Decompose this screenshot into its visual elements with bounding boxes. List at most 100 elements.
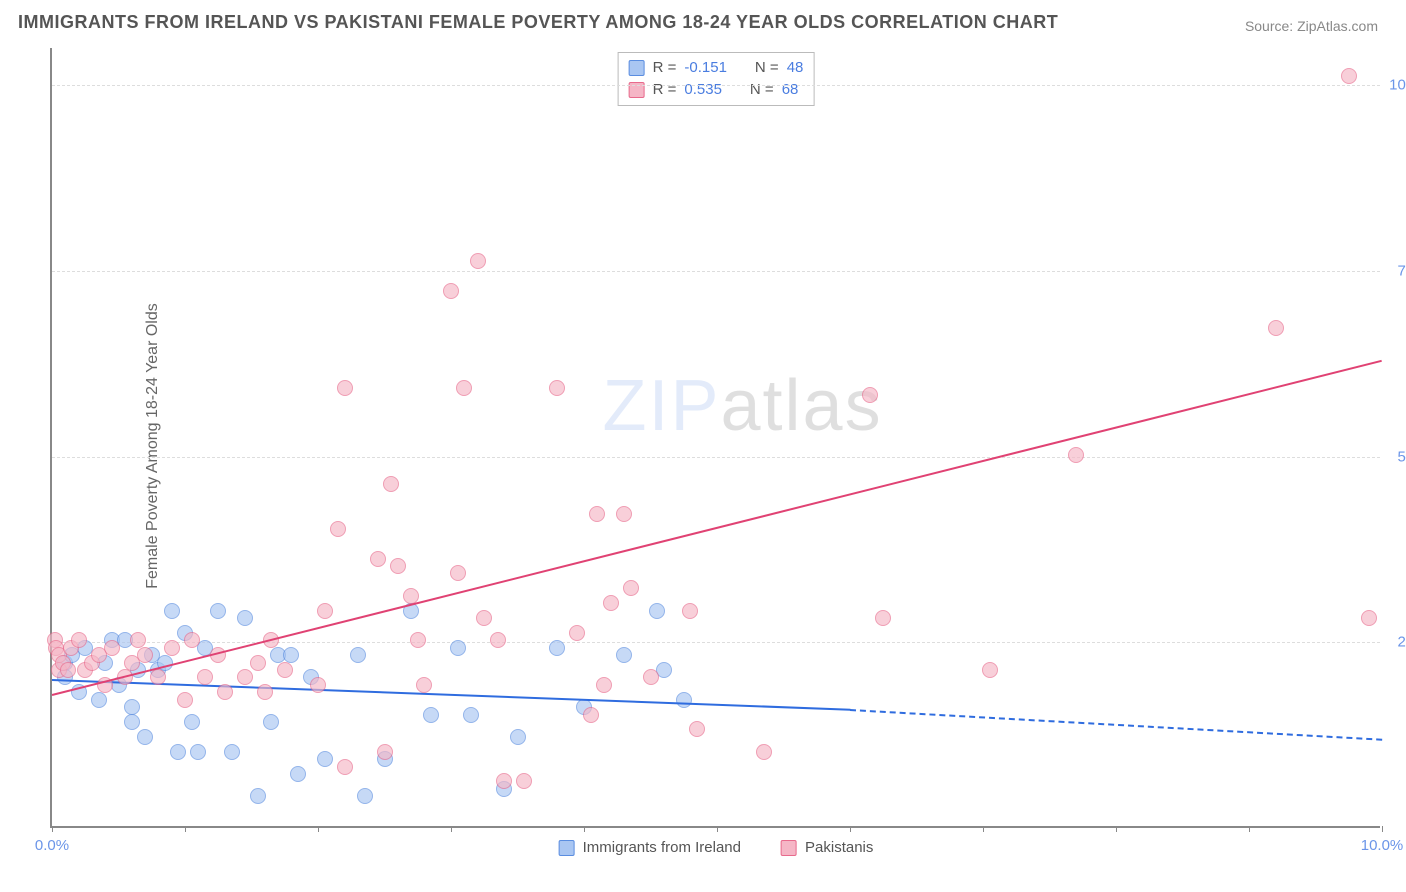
x-tick [451,826,452,832]
chart-title: IMMIGRANTS FROM IRELAND VS PAKISTANI FEM… [18,12,1058,33]
y-tick-label: 100.0% [1385,77,1406,94]
scatter-point [569,625,585,641]
scatter-point [549,640,565,656]
scatter-point [283,647,299,663]
scatter-point [682,603,698,619]
trend-line-dashed [850,709,1382,741]
y-tick-label: 50.0% [1385,448,1406,465]
chart-source: Source: ZipAtlas.com [1245,18,1378,34]
scatter-point [516,773,532,789]
x-tick [318,826,319,832]
legend-item: Immigrants from Ireland [559,839,741,856]
gridline-h [52,271,1380,272]
scatter-point [60,662,76,678]
scatter-point [150,669,166,685]
scatter-point [416,677,432,693]
scatter-point [184,632,200,648]
scatter-point [1068,447,1084,463]
scatter-point [217,684,233,700]
chart-container: IMMIGRANTS FROM IRELAND VS PAKISTANI FEM… [0,0,1406,892]
y-tick-label: 25.0% [1385,634,1406,651]
legend-swatch-pink [781,840,797,856]
legend-n-label: N = [750,79,774,101]
legend-item: Pakistanis [781,839,873,856]
scatter-point [250,788,266,804]
scatter-point [510,729,526,745]
legend-stats-row: R = -0.151 N = 48 [629,57,804,79]
scatter-point [91,692,107,708]
legend-r-label: R = [653,79,677,101]
scatter-point [350,647,366,663]
scatter-point [210,603,226,619]
legend-label: Immigrants from Ireland [583,839,741,856]
scatter-point [124,699,140,715]
scatter-point [496,773,512,789]
scatter-point [170,744,186,760]
legend-r-value: 0.535 [684,79,722,101]
scatter-point [982,662,998,678]
scatter-point [616,506,632,522]
x-tick [983,826,984,832]
x-tick-label: 0.0% [35,837,69,854]
scatter-point [476,610,492,626]
scatter-point [875,610,891,626]
scatter-point [490,632,506,648]
scatter-point [257,684,273,700]
scatter-point [410,632,426,648]
scatter-point [177,692,193,708]
scatter-point [470,253,486,269]
scatter-point [450,565,466,581]
scatter-point [124,714,140,730]
gridline-h [52,85,1380,86]
scatter-point [649,603,665,619]
scatter-point [589,506,605,522]
scatter-point [197,669,213,685]
scatter-point [463,707,479,723]
x-tick [584,826,585,832]
scatter-point [549,380,565,396]
x-tick [1382,826,1383,832]
legend-series: Immigrants from Ireland Pakistanis [559,839,874,856]
legend-label: Pakistanis [805,839,873,856]
scatter-point [337,380,353,396]
scatter-point [616,647,632,663]
legend-r-value: -0.151 [684,57,727,79]
scatter-point [1341,68,1357,84]
legend-r-label: R = [653,57,677,79]
scatter-point [310,677,326,693]
x-tick [850,826,851,832]
legend-swatch-blue [559,840,575,856]
scatter-point [1361,610,1377,626]
trend-line [52,360,1382,696]
legend-swatch-blue [629,60,645,76]
scatter-point [390,558,406,574]
legend-n-label: N = [755,57,779,79]
scatter-point [190,744,206,760]
scatter-point [224,744,240,760]
scatter-point [1268,320,1284,336]
x-tick [52,826,53,832]
x-tick [717,826,718,832]
scatter-point [237,610,253,626]
scatter-point [383,476,399,492]
scatter-point [263,714,279,730]
scatter-point [676,692,692,708]
scatter-point [137,647,153,663]
scatter-point [643,669,659,685]
scatter-point [137,729,153,745]
scatter-point [756,744,772,760]
scatter-point [184,714,200,730]
scatter-point [357,788,373,804]
legend-n-value: 68 [782,79,799,101]
x-tick [185,826,186,832]
watermark-zip: ZIP [602,366,720,446]
scatter-point [237,669,253,685]
scatter-point [337,759,353,775]
legend-stats-row: R = 0.535 N = 68 [629,79,804,101]
x-tick [1116,826,1117,832]
x-tick [1249,826,1250,832]
x-tick-label: 10.0% [1361,837,1404,854]
scatter-point [862,387,878,403]
scatter-point [377,744,393,760]
y-tick-label: 75.0% [1385,262,1406,279]
